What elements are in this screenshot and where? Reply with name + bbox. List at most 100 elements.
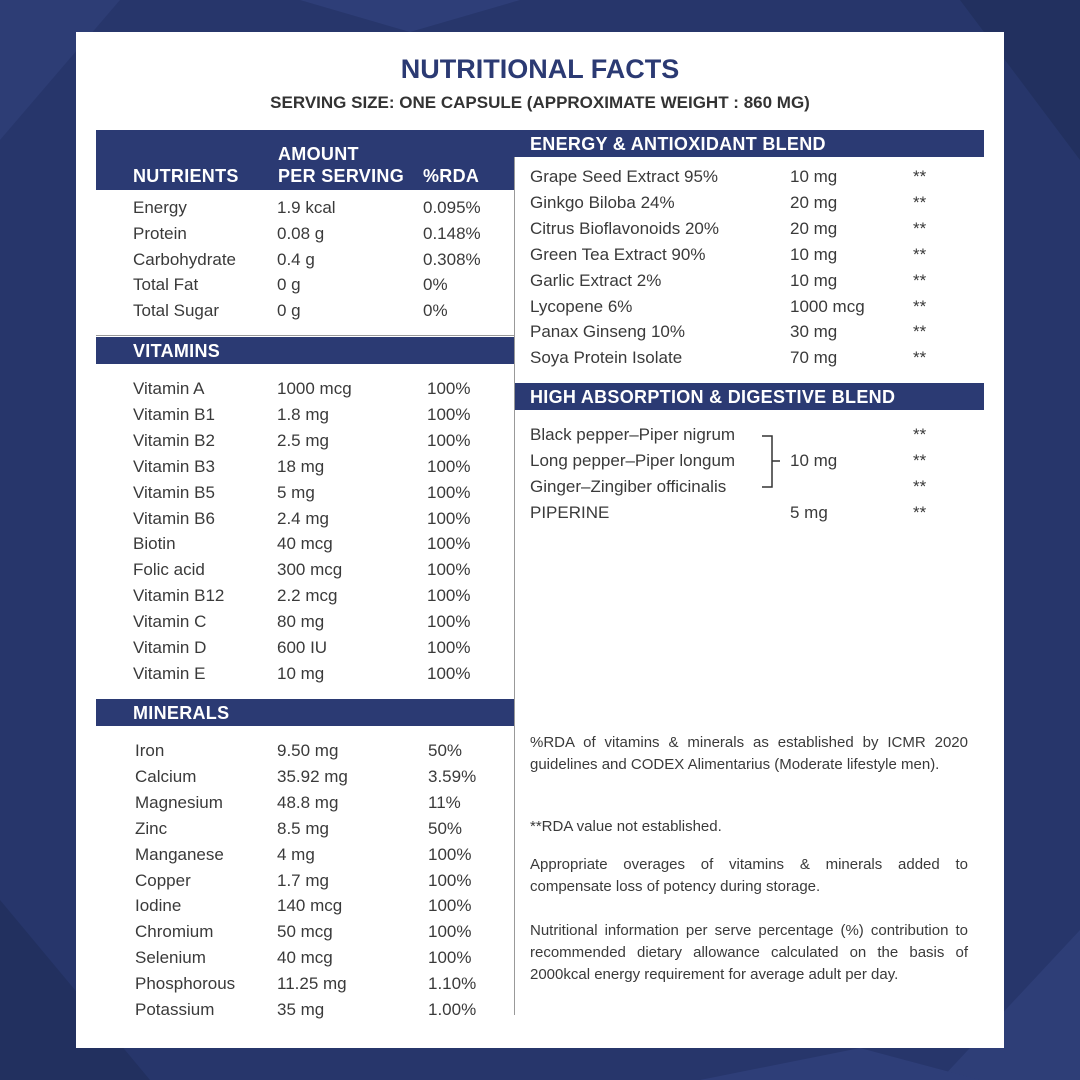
ingredient-name: Garlic Extract 2%: [530, 270, 662, 290]
rda: **: [913, 425, 927, 444]
digestive-band: [514, 383, 984, 410]
amount: 0.08 g: [277, 223, 325, 243]
panel: [76, 32, 1004, 1048]
rda: 1.00%: [428, 1000, 477, 1019]
nutrient-name: Vitamin A: [133, 379, 205, 398]
amount: 20 mg: [790, 218, 838, 238]
amount: 10 mg: [790, 167, 838, 186]
nutrient-name: Biotin: [133, 534, 176, 554]
amount: 35.92 mg: [277, 766, 348, 786]
nutrient-name: Vitamin E: [133, 663, 206, 683]
minerals-band: [96, 699, 514, 726]
rda: 100%: [428, 922, 472, 942]
amount: 300 mcg: [277, 560, 343, 580]
rda: **: [913, 348, 927, 368]
amount: 10 mg: [790, 270, 838, 290]
amount: 9.50 mg: [277, 741, 339, 760]
section-title: ENERGY & ANTIOXIDANT BLEND: [530, 134, 826, 154]
rda: 100%: [427, 612, 471, 632]
amount: 0 g: [277, 275, 301, 295]
ingredient-name: PIPERINE: [530, 503, 610, 522]
subtitle: SERVING SIZE: ONE CAPSULE (APPROXIMATE W…: [270, 93, 810, 112]
amount: 40 mcg: [277, 534, 333, 554]
amount: 140 mcg: [277, 896, 343, 916]
amount: 48.8 mg: [277, 792, 339, 812]
nutrient-name: Magnesium: [135, 792, 223, 812]
ingredient-name: Ginkgo Biloba 24%: [530, 192, 675, 212]
rda: 1.10%: [428, 974, 477, 994]
amount: 2.5 mg: [277, 430, 329, 450]
nutrient-name: Vitamin B5: [133, 482, 215, 502]
rda: **: [913, 167, 927, 186]
footnote: %RDA of vitamins & minerals as establish…: [530, 734, 968, 773]
amount: 5 mg: [277, 482, 315, 502]
nutrient-name: Vitamin B12: [133, 586, 225, 606]
nutrient-name: Calcium: [135, 766, 197, 786]
rda: 0.308%: [423, 249, 481, 269]
amount: 10 mg: [277, 663, 325, 683]
rda: 11%: [428, 792, 461, 812]
ingredient-name: Grape Seed Extract 95%: [530, 167, 719, 186]
amount: 10 mg: [790, 244, 838, 264]
ingredient-name: Black pepper–Piper nigrum: [530, 425, 736, 444]
nutrient-name: Total Fat: [133, 275, 199, 295]
nutrient-name: Energy: [133, 198, 187, 217]
rda: 0.095%: [423, 198, 481, 217]
rda: 100%: [427, 586, 471, 606]
rda: 50%: [428, 741, 463, 760]
amount: 5 mg: [790, 503, 828, 522]
nutrient-name: Chromium: [135, 922, 214, 942]
rda: **: [913, 296, 927, 316]
column-heading: PER SERVING: [278, 166, 405, 186]
nutrient-name: Manganese: [135, 844, 224, 864]
amount: 40 mcg: [277, 948, 333, 968]
amount: 4 mg: [277, 844, 315, 864]
amount: 1.8 mg: [277, 404, 329, 424]
rda: 100%: [428, 870, 472, 890]
amount: 10 mg: [790, 451, 838, 470]
divider: [96, 335, 514, 336]
amount: 0.4 g: [277, 249, 315, 269]
rda: 100%: [427, 379, 471, 398]
rda: 100%: [428, 844, 472, 864]
section-title: VITAMINS: [133, 341, 221, 361]
ingredient-name: Soya Protein Isolate: [530, 348, 683, 368]
rda: 100%: [427, 534, 471, 554]
amount: 2.2 mcg: [277, 586, 338, 606]
title: NUTRITIONAL FACTS: [400, 54, 680, 84]
amount: 11.25 mg: [277, 974, 347, 994]
rda: 100%: [428, 896, 472, 916]
nutrient-name: Selenium: [135, 948, 206, 968]
amount: 70 mg: [790, 348, 838, 368]
amount: 2.4 mg: [277, 508, 329, 528]
rda: **: [913, 192, 927, 212]
vitamins-band: [96, 337, 514, 364]
ingredient-name: Long pepper–Piper longum: [530, 451, 736, 470]
rda: **: [913, 244, 927, 264]
rda: 0.148%: [423, 223, 481, 243]
rda: 3.59%: [428, 766, 477, 786]
rda: **: [913, 218, 927, 238]
rda: 50%: [428, 818, 463, 838]
nutrient-name: Phosphorous: [135, 974, 236, 994]
section-title: MINERALS: [133, 703, 230, 723]
rda: **: [913, 322, 927, 342]
ingredient-name: Citrus Bioflavonoids 20%: [530, 218, 719, 238]
column-heading: NUTRIENTS: [133, 166, 239, 186]
rda: 0%: [423, 301, 448, 321]
nutrient-name: Vitamin B6: [133, 508, 215, 528]
nutrient-name: Folic acid: [133, 560, 205, 580]
energy-band: [514, 130, 984, 157]
column-heading: AMOUNT: [278, 144, 359, 164]
rda: **: [913, 503, 927, 522]
rda: 100%: [428, 948, 472, 968]
rda: **: [913, 477, 927, 496]
rda: 100%: [427, 456, 471, 476]
amount: 600 IU: [277, 638, 328, 657]
nutrient-name: Total Sugar: [133, 301, 219, 321]
amount: 18 mg: [277, 456, 325, 476]
footnote: Appropriate overages of vitamins & miner…: [530, 856, 968, 895]
nutrient-name: Vitamin B3: [133, 456, 215, 476]
